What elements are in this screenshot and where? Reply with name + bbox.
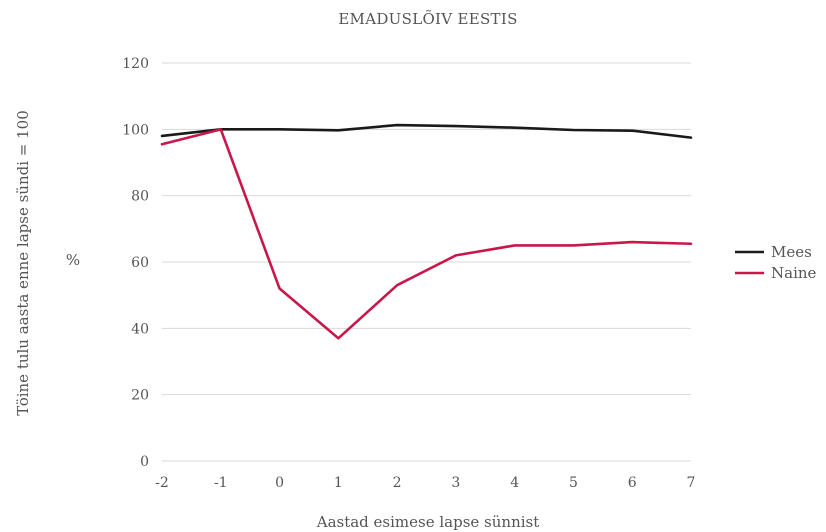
chart-title: EMADUSLÕIV EESTIS	[338, 10, 517, 28]
y-tick-label: 80	[131, 189, 149, 205]
x-tick-label: 1	[334, 475, 343, 491]
y-axis-label: Töine tulu aasta enne lapse sündi = 100	[14, 110, 32, 415]
y-tick-label: 0	[140, 454, 149, 470]
x-tick-label: 0	[275, 475, 284, 491]
y-axis-unit: %	[66, 251, 80, 269]
y-tick-label: 120	[122, 56, 149, 72]
legend-label-mees: Mees	[771, 243, 812, 261]
y-tick-label: 40	[131, 321, 149, 337]
x-tick-label: -1	[214, 475, 228, 491]
x-tick-label: 5	[569, 475, 578, 491]
legend: Mees Naine	[735, 243, 817, 282]
x-axis-ticks: -2 -1 0 1 2 3 4 5 6 7	[155, 475, 695, 491]
x-tick-label: 7	[687, 475, 696, 491]
y-tick-label: 60	[131, 255, 149, 271]
y-tick-label: 20	[131, 388, 149, 404]
series-line-naine	[160, 128, 693, 340]
x-tick-label: 2	[393, 475, 402, 491]
x-tick-label: -2	[155, 475, 169, 491]
x-tick-label: 6	[628, 475, 637, 491]
legend-label-naine: Naine	[771, 264, 817, 282]
series-lines	[160, 123, 693, 340]
series-line-mees	[160, 123, 693, 139]
y-tick-label: 100	[122, 122, 149, 138]
x-tick-label: 4	[510, 475, 519, 491]
y-axis-ticks: 0 20 40 60 80 100 120	[122, 56, 149, 470]
gridlines	[162, 62, 691, 462]
x-tick-label: 3	[451, 475, 460, 491]
x-axis-label: Aastad esimese lapse sünnist	[316, 513, 540, 531]
